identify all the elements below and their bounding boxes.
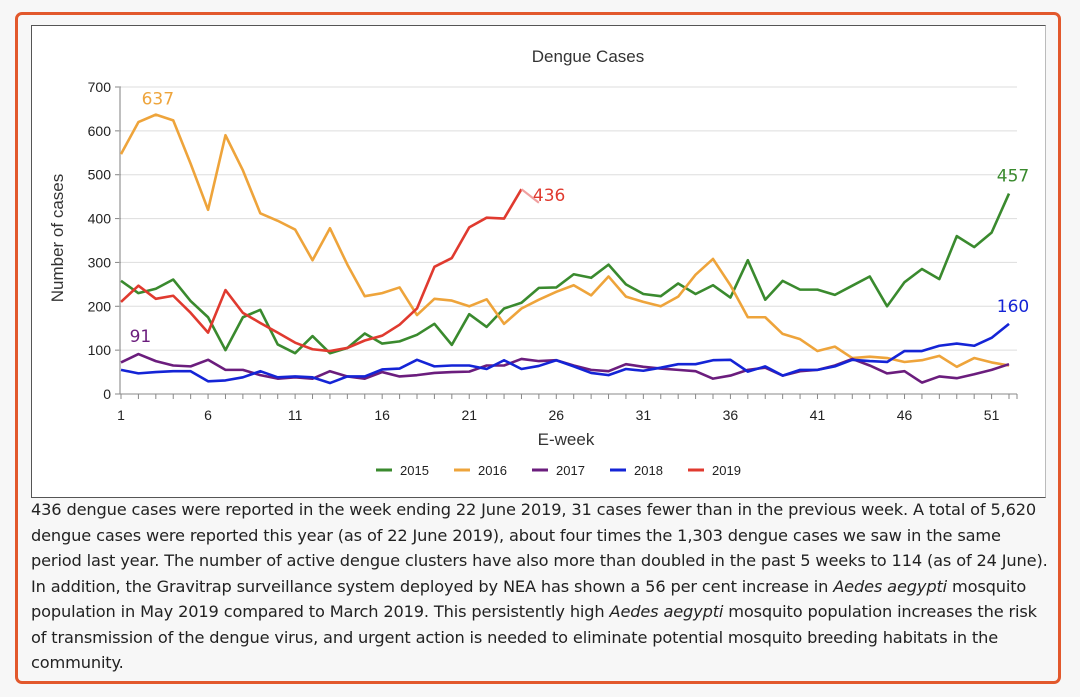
x-tick-label: 11: [288, 407, 303, 423]
x-tick-label: 21: [461, 407, 477, 423]
x-tick-label: 46: [897, 407, 913, 423]
x-tick-label: 26: [549, 407, 565, 423]
y-tick-label: 300: [88, 254, 112, 270]
series-line-2015: [120, 193, 1011, 355]
y-tick-label: 400: [88, 211, 112, 227]
y-tick-label: 100: [88, 342, 112, 358]
legend-label-2018: 2018: [634, 463, 663, 478]
chart-container: 0 100 200 300 400 500 600 700 1 6 11 16 21 26 31 36 41 46…: [31, 25, 1046, 498]
x-tick-label: 31: [636, 407, 652, 423]
x-axis-label: E-week: [538, 430, 595, 449]
caption-text: mosquito population in May 2019 compared…: [31, 576, 1027, 622]
data-label-2016: 637: [142, 90, 174, 110]
caption-text: mosquito population increases the risk o…: [31, 602, 1037, 672]
chart-title: Dengue Cases: [532, 47, 644, 66]
x-tick-label: 6: [204, 407, 212, 423]
y-tick-label: 200: [88, 298, 112, 314]
series-line-2019-provisional: [520, 188, 540, 204]
series-line-2019: [120, 188, 523, 353]
legend: 2015 2016 2017 2018 2019: [376, 463, 741, 478]
y-axis-label: Number of cases: [48, 174, 67, 303]
series-line-2016: [119, 113, 1010, 369]
data-label-2015: 457: [997, 167, 1029, 187]
caption-text: 436 dengue cases were reported in the we…: [31, 500, 1048, 596]
y-tick-label: 0: [103, 386, 111, 402]
y-tick-label: 500: [88, 167, 112, 183]
annotations: 457 637 91 160 436: [130, 90, 1030, 347]
x-tick-label: 1: [117, 407, 125, 423]
x-tick-label: 41: [810, 407, 826, 423]
caption-paragraph: 436 dengue cases were reported in the we…: [31, 497, 1051, 676]
legend-label-2016: 2016: [478, 463, 507, 478]
x-tick-label: 16: [374, 407, 390, 423]
gridlines: [117, 86, 1017, 351]
data-label-2018: 160: [997, 297, 1029, 317]
species-name: Aedes aegypti: [833, 576, 947, 596]
series-lines: [119, 113, 1011, 385]
data-label-2017: 91: [130, 327, 152, 347]
x-tick-label: 51: [984, 407, 1000, 423]
legend-label-2015: 2015: [400, 463, 429, 478]
legend-label-2019: 2019: [712, 463, 741, 478]
data-label-2019: 436: [533, 186, 565, 206]
y-tick-label: 700: [88, 79, 112, 95]
y-tick-label: 600: [88, 123, 112, 139]
series-line-2018: [120, 322, 1010, 385]
legend-label-2017: 2017: [556, 463, 585, 478]
x-tick-label: 36: [723, 407, 739, 423]
species-name: Aedes aegypti: [609, 602, 724, 621]
